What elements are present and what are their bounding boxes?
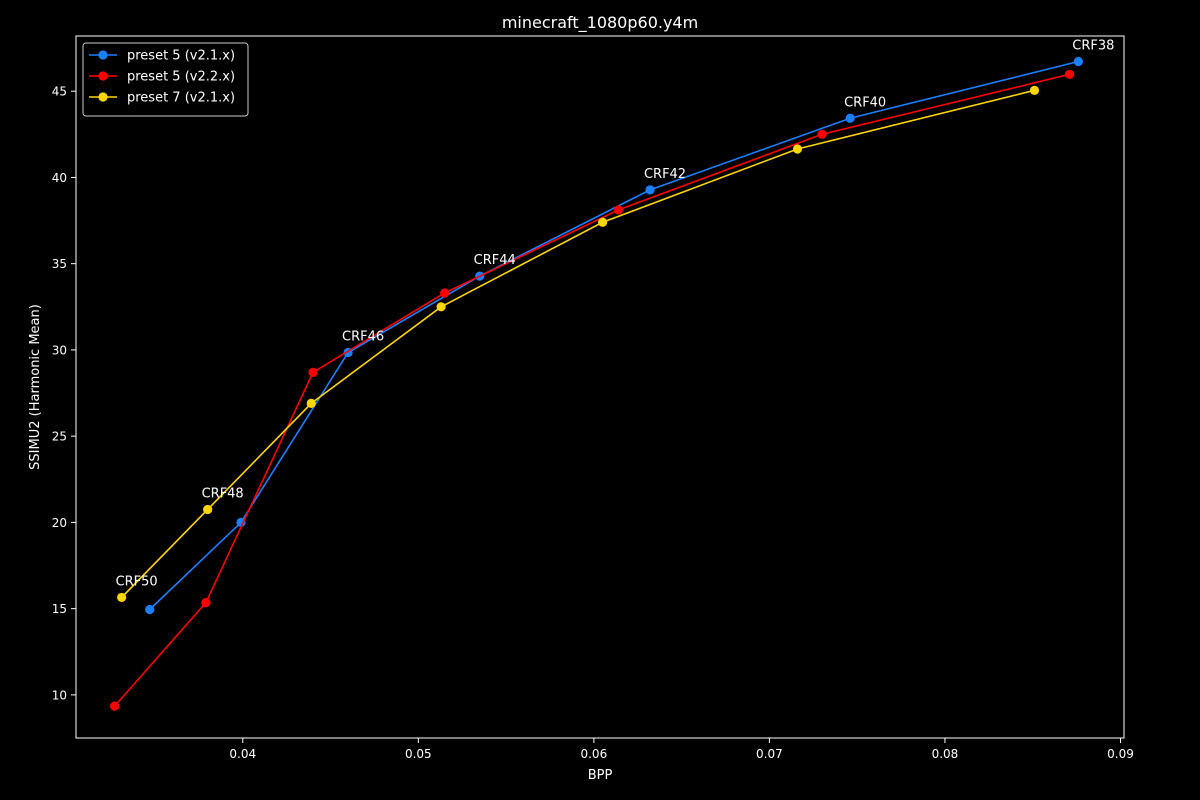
x-tick-label: 0.07 [756, 747, 783, 761]
x-tick-label: 0.08 [932, 747, 959, 761]
data-point [117, 592, 127, 603]
annotation-layer: CRF50 CRF48 CRF46 CRF44 CRF42 CRF40 CRF38 [116, 39, 1115, 590]
data-point [645, 185, 655, 195]
crf-annotation: CRF50 [116, 574, 158, 589]
crf-annotation: CRF38 [1072, 39, 1114, 54]
data-point [306, 398, 316, 408]
y-tick-label: 20 [52, 516, 67, 530]
x-axis-ticks: 0.04 0.05 0.06 0.07 0.08 0.09 [229, 738, 1134, 761]
y-tick-label: 30 [52, 343, 67, 357]
crf-annotation: CRF40 [844, 95, 886, 110]
x-tick-label: 0.06 [580, 747, 607, 761]
y-axis-ticks: 10 15 20 25 30 35 40 45 [52, 85, 76, 702]
y-tick-label: 25 [52, 430, 67, 444]
legend-entry-label: preset 7 (v2.1.x) [127, 91, 235, 106]
data-point [1029, 85, 1040, 95]
data-point [308, 367, 318, 377]
data-point [145, 604, 155, 615]
x-axis-label: BPP [588, 768, 613, 783]
legend-marker [98, 71, 108, 81]
legend-entry-label: preset 5 (v2.2.x) [127, 70, 235, 85]
y-axis-label: SSIMU2 (Harmonic Mean) [28, 304, 43, 470]
data-point [203, 504, 213, 515]
y-tick-label: 45 [52, 85, 67, 99]
series-layer [110, 56, 1083, 711]
x-tick-label: 0.05 [405, 747, 432, 761]
y-tick-label: 40 [52, 171, 67, 185]
crf-annotation: CRF48 [202, 486, 244, 501]
crf-annotation: CRF42 [644, 167, 686, 182]
x-tick-label: 0.09 [1107, 747, 1134, 761]
data-point [613, 205, 624, 215]
y-tick-label: 15 [52, 602, 67, 616]
legend: preset 5 (v2.1.x) preset 5 (v2.2.x) preset… [82, 42, 249, 117]
y-tick-label: 10 [52, 688, 67, 702]
data-point [1073, 56, 1083, 67]
legend-entry-label: preset 5 (v2.1.x) [127, 49, 235, 64]
legend-frame [82, 42, 249, 117]
plot-area [75, 35, 1125, 739]
data-point [440, 288, 450, 298]
series-group [117, 85, 1040, 603]
series-group [110, 69, 1075, 711]
data-point [236, 517, 246, 527]
data-point [436, 302, 446, 312]
legend-marker [98, 50, 108, 60]
data-point [598, 217, 608, 227]
data-point [201, 598, 211, 608]
data-point [110, 701, 120, 711]
data-point [817, 129, 827, 139]
crf-annotation: CRF46 [342, 330, 384, 345]
crf-annotation: CRF44 [474, 253, 516, 268]
x-tick-label: 0.04 [229, 747, 256, 761]
data-point [792, 144, 803, 154]
y-tick-label: 35 [52, 257, 67, 271]
data-point [1064, 69, 1075, 79]
data-point [845, 113, 855, 123]
chart-title: minecraft_1080p60.y4m [502, 13, 698, 33]
legend-marker [98, 92, 108, 102]
